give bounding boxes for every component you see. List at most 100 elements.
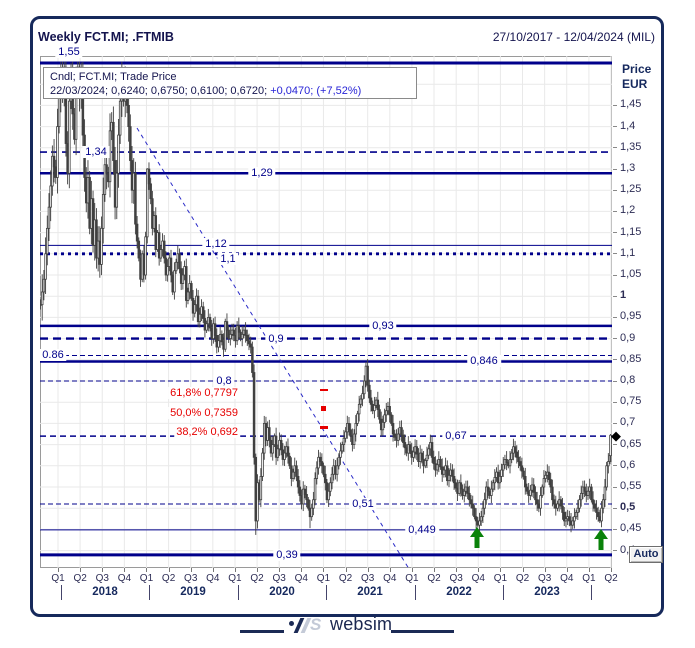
fib-mark bbox=[320, 426, 328, 429]
quarter-label: Q2 bbox=[515, 573, 530, 584]
price-tick-mark bbox=[613, 316, 617, 318]
fib-label: 61,8% 0,7797 bbox=[168, 387, 240, 399]
price-tick-label: 1,45 bbox=[620, 98, 642, 111]
legend-box: Cndl; FCT.MI; Trade Price 22/03/2024; 0,… bbox=[43, 67, 417, 99]
year-label-2019: 2019 bbox=[180, 586, 206, 598]
quarter-label: Q4 bbox=[560, 573, 574, 584]
fib-label: 50,0% 0,7359 bbox=[168, 407, 240, 419]
price-tick-label: 0,9 bbox=[620, 331, 636, 344]
price-tick-label: 1,05 bbox=[620, 268, 642, 280]
price-tick-mark bbox=[613, 422, 617, 424]
date-range-label: 27/10/2017 - 12/04/2024 (MIL) bbox=[492, 30, 655, 44]
quarter-tick bbox=[522, 568, 524, 572]
time-axis[interactable]: Q1 Q2 Q3 Q4 Q1 Q2 Q3 Q4 Q1 Q2 Q3 Q4 Q1 Q2 Q3 Q4 Q1 Q2 Q3 Q4… bbox=[30, 568, 664, 608]
year-label-2022: 2022 bbox=[446, 586, 472, 598]
price-tick-mark bbox=[613, 486, 617, 488]
quarter-tick bbox=[478, 568, 480, 572]
quarter-label: Q2 bbox=[338, 573, 353, 584]
price-tick-label: 0,65 bbox=[620, 437, 642, 450]
quarter-tick bbox=[434, 568, 436, 572]
level-label-0,51: 0,51 bbox=[349, 497, 377, 510]
level-label-0,9: 0,9 bbox=[265, 332, 287, 345]
price-tick-label: 0,6 bbox=[620, 458, 636, 471]
quarter-tick bbox=[80, 568, 82, 572]
quarter-label: Q2 bbox=[427, 573, 441, 584]
quarter-tick bbox=[212, 568, 214, 572]
price-tick-label: 1,2 bbox=[620, 204, 636, 217]
title-bar: Weekly FCT.MI; .FTMIB 27/10/2017 - 12/04… bbox=[38, 29, 655, 45]
quarter-tick bbox=[168, 568, 170, 572]
level-label-0,846: 0,846 bbox=[467, 355, 501, 368]
price-tick-mark bbox=[613, 253, 617, 255]
price-tick-label: 1,1 bbox=[620, 246, 636, 259]
websim-logo-dot-icon bbox=[289, 621, 294, 626]
quarter-label: Q2 bbox=[73, 573, 87, 584]
level-label-0,449: 0,449 bbox=[405, 523, 439, 536]
quarter-label: Q3 bbox=[95, 573, 109, 584]
quarter-label: Q1 bbox=[405, 573, 419, 584]
price-tick-mark bbox=[613, 380, 617, 382]
quarter-tick bbox=[301, 568, 303, 572]
fib-mark bbox=[321, 406, 326, 411]
quarter-label: Q3 bbox=[449, 573, 463, 584]
price-tick-mark bbox=[613, 104, 617, 106]
price-tick-label: 0,55 bbox=[620, 480, 642, 492]
footer-rule-right bbox=[391, 630, 454, 633]
quarter-tick bbox=[566, 568, 568, 572]
year-label-2023: 2023 bbox=[534, 586, 560, 598]
price-tick-mark bbox=[613, 401, 617, 403]
price-tick-label: 0,8 bbox=[620, 374, 636, 386]
price-tick-mark bbox=[613, 295, 617, 297]
legend-change-value: +0,0470; (+7,52%) bbox=[270, 85, 362, 97]
year-label-2018: 2018 bbox=[92, 586, 118, 598]
price-tick-mark bbox=[613, 338, 617, 340]
price-tick-mark bbox=[613, 359, 617, 361]
price-axis-title-price: Price bbox=[622, 62, 652, 76]
level-label-0,8: 0,8 bbox=[213, 375, 235, 387]
quarter-label: Q4 bbox=[206, 573, 220, 584]
level-label-0,39: 0,39 bbox=[273, 548, 301, 561]
quarter-tick bbox=[389, 568, 391, 572]
quarter-label: Q1 bbox=[139, 573, 154, 584]
quarter-label: Q4 bbox=[117, 573, 132, 584]
price-tick-label: 1 bbox=[620, 289, 627, 302]
quarter-label: Q2 bbox=[161, 573, 176, 584]
quarter-tick bbox=[102, 568, 104, 572]
year-separator bbox=[238, 585, 239, 600]
quarter-label: Q3 bbox=[272, 573, 286, 584]
quarter-tick bbox=[456, 568, 458, 572]
chart-plot-area[interactable] bbox=[40, 56, 612, 568]
price-tick-mark bbox=[613, 444, 617, 446]
price-tick-mark bbox=[613, 232, 617, 234]
footer-rule-left bbox=[240, 630, 284, 633]
level-label-0,93: 0,93 bbox=[369, 319, 397, 332]
last-price-diamond-icon: ◆ bbox=[611, 428, 621, 443]
quarter-tick bbox=[611, 568, 612, 572]
year-separator bbox=[591, 585, 592, 600]
price-tick-label: 0,45 bbox=[620, 522, 642, 535]
price-tick-label: 0,85 bbox=[620, 352, 642, 365]
quarter-label: Q1 bbox=[582, 573, 596, 584]
quarter-label: Q1 bbox=[228, 573, 242, 584]
year-label-2020: 2020 bbox=[269, 586, 295, 598]
price-tick-mark bbox=[613, 550, 617, 552]
quarter-tick bbox=[58, 568, 59, 572]
quarter-tick bbox=[345, 568, 347, 572]
quarter-tick bbox=[257, 568, 259, 572]
candlestick-canvas[interactable] bbox=[40, 56, 612, 568]
level-label-1,55: 1,55 bbox=[55, 46, 83, 58]
price-tick-mark bbox=[613, 147, 617, 149]
quarter-tick bbox=[500, 568, 502, 572]
quarter-label: Q1 bbox=[493, 573, 508, 584]
price-tick-mark bbox=[613, 274, 617, 276]
websim-logo-s-icon: S bbox=[310, 615, 322, 634]
quarter-label: Q4 bbox=[294, 573, 308, 584]
year-separator bbox=[415, 585, 416, 600]
quarter-label: Q3 bbox=[184, 573, 198, 584]
price-tick-label: 1,3 bbox=[620, 162, 636, 174]
price-tick-mark bbox=[613, 189, 617, 191]
auto-scale-button[interactable]: Auto bbox=[629, 546, 663, 563]
price-tick-label: 1,25 bbox=[620, 183, 642, 196]
legend-ohlc-prefix: 22/03/2024; 0,6240; 0,6750; 0,6100; 0,67… bbox=[50, 85, 271, 97]
